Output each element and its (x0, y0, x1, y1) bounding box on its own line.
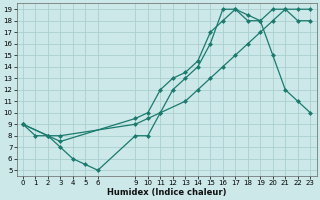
X-axis label: Humidex (Indice chaleur): Humidex (Indice chaleur) (107, 188, 226, 197)
